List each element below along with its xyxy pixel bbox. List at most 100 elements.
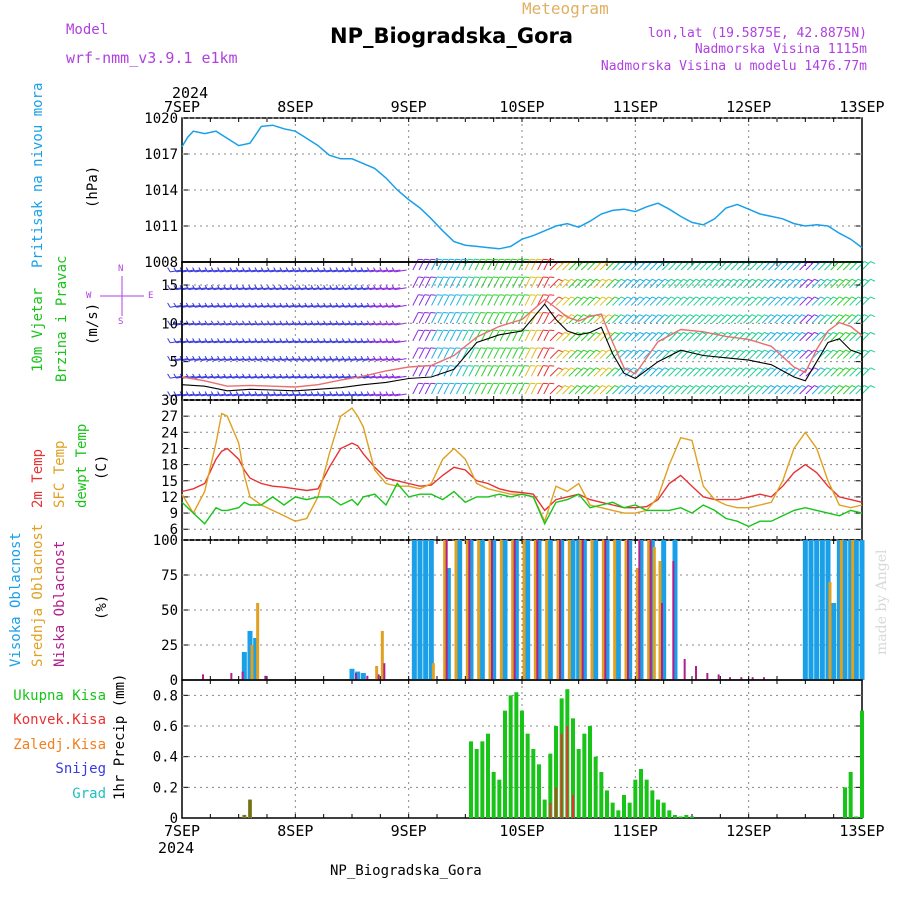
wind-barb bbox=[805, 349, 815, 359]
wind-barb-flag bbox=[242, 285, 246, 290]
wind-barb bbox=[811, 314, 821, 324]
wind-barb-flag bbox=[595, 296, 601, 300]
total-precip-bar bbox=[554, 726, 558, 818]
wind-barb-flag bbox=[298, 320, 302, 326]
wind-barb-flag bbox=[285, 338, 290, 343]
wind-barb-flag bbox=[645, 385, 651, 388]
mid-cloud-bar bbox=[567, 540, 571, 680]
wind-barb bbox=[394, 269, 407, 273]
wind-barb bbox=[524, 383, 532, 395]
wind-barb bbox=[855, 385, 865, 395]
wind-barb bbox=[424, 294, 432, 306]
wind-barb-flag bbox=[210, 302, 215, 308]
wind-barb bbox=[649, 296, 659, 306]
wind-barb-flag bbox=[505, 365, 511, 367]
page-title: NP_Biogradska_Gora bbox=[330, 24, 573, 48]
wind-barb bbox=[799, 349, 809, 359]
wind-barb-flag bbox=[583, 367, 589, 371]
wind-barb bbox=[487, 294, 494, 306]
wind-barb bbox=[830, 261, 840, 271]
pressure-unit: (hPa) bbox=[85, 166, 101, 208]
wind-barb-flag bbox=[316, 302, 321, 308]
wind-barb bbox=[437, 259, 444, 271]
wind-barb bbox=[493, 347, 500, 359]
wind-barb-flag bbox=[348, 320, 352, 326]
wind-barb-flag bbox=[223, 373, 227, 379]
wind-barb-flag bbox=[449, 329, 455, 332]
wind-barb-flag bbox=[242, 338, 246, 343]
wind-barb-flag bbox=[505, 382, 511, 385]
wind-barb-flag bbox=[832, 367, 838, 371]
wind-barb-flag bbox=[436, 276, 443, 279]
wind-barb-flag bbox=[335, 338, 340, 343]
wind-barb-flag bbox=[595, 331, 601, 335]
wind-barb-flag bbox=[499, 382, 505, 385]
wind-barb-flag bbox=[291, 320, 296, 326]
mid-cloud-bar bbox=[499, 540, 503, 680]
wind-barb bbox=[768, 296, 778, 306]
wind-barb bbox=[786, 296, 796, 306]
wind-barb-flag bbox=[229, 302, 233, 308]
wind-barb bbox=[686, 385, 697, 395]
wind-barb bbox=[630, 332, 641, 342]
wind-barb-flag bbox=[651, 331, 657, 335]
wind-barb bbox=[530, 259, 538, 271]
wind-barb-flag bbox=[511, 294, 517, 296]
wind-barb-flag bbox=[480, 276, 486, 279]
wind-barb bbox=[443, 347, 450, 359]
wind-barb-flag bbox=[341, 391, 346, 397]
wind-barb bbox=[599, 296, 609, 306]
wind-barb bbox=[849, 296, 859, 306]
wind-barb-flag bbox=[614, 278, 620, 282]
wind-barb-flag bbox=[549, 329, 555, 332]
wind-barb-flag bbox=[430, 276, 436, 279]
wind-barb bbox=[431, 312, 438, 324]
total-precip-bar bbox=[548, 753, 553, 818]
wind-barb-flag bbox=[583, 278, 589, 282]
wind-barb-flag bbox=[424, 347, 430, 349]
wind-barb bbox=[505, 329, 513, 342]
wind-barb-flag bbox=[424, 311, 430, 314]
wind-barb bbox=[612, 385, 622, 395]
wind-barb bbox=[811, 278, 821, 289]
wind-barb-flag bbox=[633, 385, 639, 388]
wind-barb bbox=[462, 259, 469, 271]
wind-barb bbox=[730, 349, 740, 359]
wind-barb bbox=[555, 349, 566, 359]
wind-barb bbox=[412, 294, 419, 306]
wind-barb bbox=[568, 278, 578, 289]
wind-barb-flag bbox=[764, 314, 770, 318]
wind-barb-flag bbox=[248, 302, 252, 308]
wind-barb-flag bbox=[291, 338, 296, 343]
wind-barb-flag bbox=[424, 258, 430, 261]
wind-barb-flag bbox=[304, 338, 308, 343]
wind-barb bbox=[761, 314, 772, 324]
wind-barb bbox=[730, 367, 740, 377]
wind-barb-flag bbox=[304, 267, 308, 273]
wind-barb bbox=[824, 349, 834, 359]
wind-barb-flag bbox=[366, 302, 371, 308]
time-tick-label: 11SEP bbox=[613, 822, 658, 840]
wind-barb-flag bbox=[385, 373, 389, 379]
wind-barb bbox=[418, 329, 425, 342]
mid-cloud-bar bbox=[545, 540, 549, 680]
wind-barb-flag bbox=[511, 382, 517, 385]
wind-barb-flag bbox=[639, 314, 645, 318]
wind-barb bbox=[587, 349, 597, 359]
wind-barb-flag bbox=[776, 385, 782, 388]
total-precip-bar bbox=[593, 756, 598, 818]
year-bottom: 2024 bbox=[158, 839, 194, 857]
mid-cloud-bar bbox=[465, 540, 469, 680]
wind-barb-flag bbox=[676, 296, 682, 300]
wind-barb-flag bbox=[801, 331, 807, 335]
wind-barb bbox=[705, 278, 715, 289]
wind-barb bbox=[456, 329, 463, 342]
wind-barb-flag bbox=[701, 296, 707, 300]
wind-barb-flag bbox=[248, 267, 252, 273]
wind-barb-flag bbox=[518, 347, 524, 349]
wind-barb-flag bbox=[739, 367, 745, 371]
wind-barb-flag bbox=[589, 278, 595, 282]
wind-barb-flag bbox=[223, 267, 227, 273]
high-cloud-bar bbox=[570, 540, 576, 680]
wind-barb-flag bbox=[757, 296, 763, 300]
